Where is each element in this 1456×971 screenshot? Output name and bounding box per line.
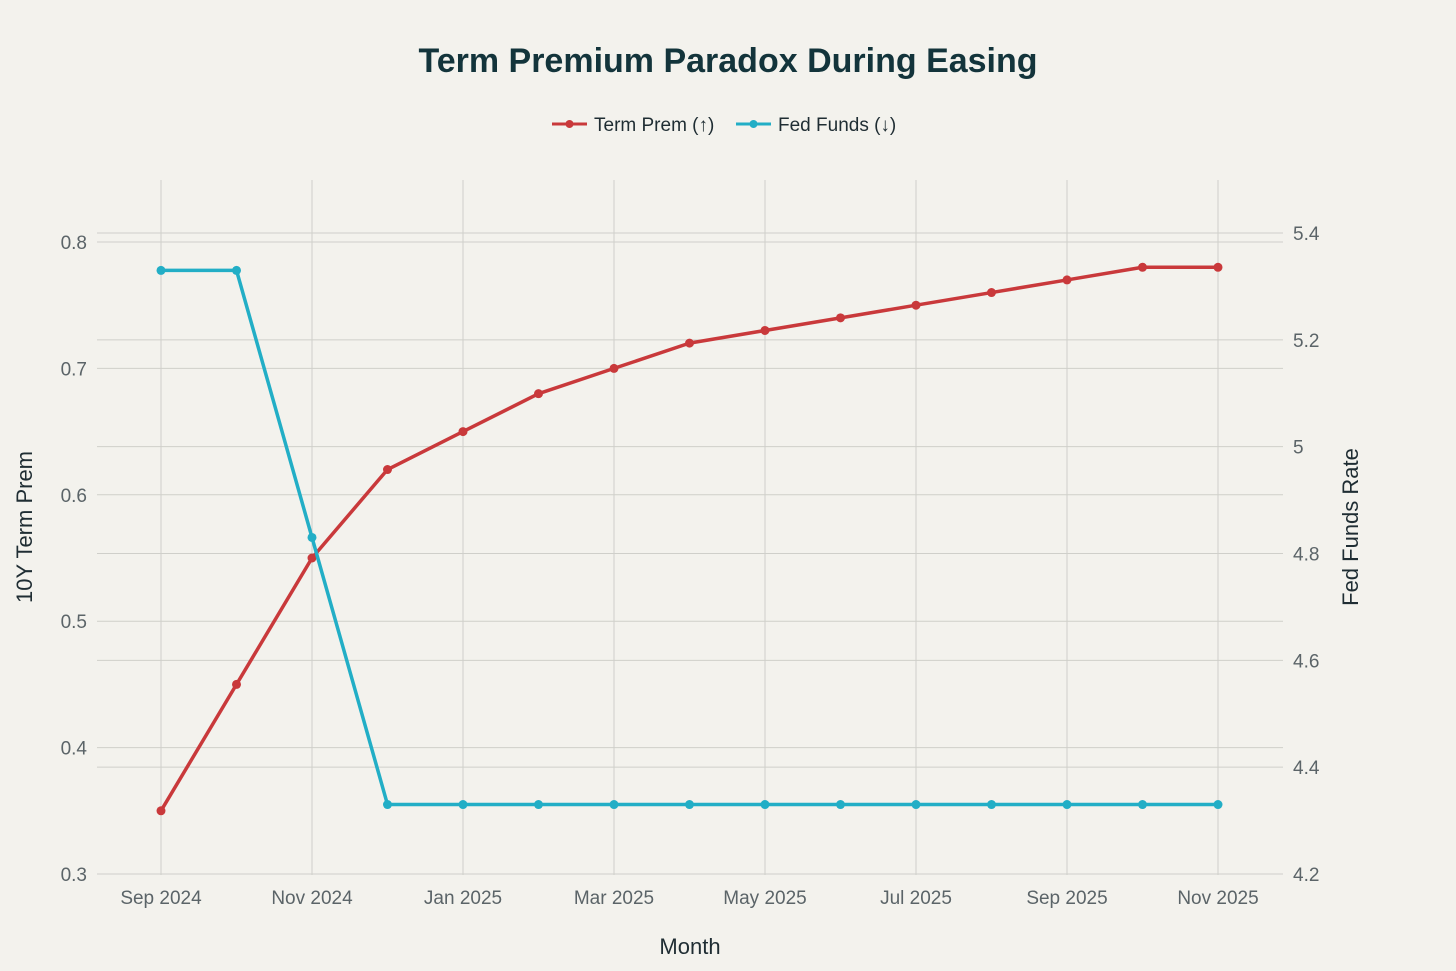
y2-tick-label: 5 — [1293, 438, 1304, 459]
data-point-fed-funds — [836, 800, 845, 810]
data-point-term-prem — [685, 338, 694, 348]
y-tick-label: 0.3 — [61, 865, 87, 886]
data-point-fed-funds — [458, 800, 468, 810]
x-axis-title: Month — [659, 934, 720, 959]
data-point-fed-funds — [1138, 800, 1147, 810]
y-axis-right-ticks: 4.2 4.4 4.6 4.8 5 5.2 5.4 — [1293, 224, 1320, 886]
x-tick-label: Nov 2024 — [271, 888, 353, 909]
y-tick-label: 0.8 — [61, 233, 87, 254]
data-point-fed-funds — [685, 800, 694, 810]
y2-tick-label: 4.8 — [1293, 545, 1319, 566]
plot-series — [156, 262, 1223, 816]
y2-tick-label: 5.4 — [1293, 224, 1320, 245]
data-point-term-prem — [534, 389, 543, 399]
x-tick-label: Jul 2025 — [880, 888, 952, 909]
data-point-term-prem — [232, 679, 241, 689]
x-tick-label: Sep 2024 — [120, 888, 202, 909]
y-tick-label: 0.4 — [61, 739, 88, 760]
data-point-term-prem — [987, 288, 996, 298]
x-tick-label: Sep 2025 — [1026, 888, 1107, 909]
data-point-fed-funds — [156, 265, 166, 275]
data-point-fed-funds — [1213, 800, 1223, 810]
data-point-fed-funds — [1062, 800, 1072, 810]
data-point-term-prem — [609, 363, 619, 373]
gridlines — [97, 180, 1283, 875]
legend-swatch-marker — [749, 120, 758, 128]
data-point-term-prem — [911, 300, 921, 310]
legend-swatch-marker — [565, 120, 574, 128]
legend: Term Prem (↑) Fed Funds (↓) — [552, 115, 896, 136]
data-point-term-prem — [1138, 262, 1147, 272]
y-tick-label: 0.5 — [61, 612, 87, 633]
data-point-fed-funds — [232, 265, 241, 275]
data-point-fed-funds — [307, 532, 317, 542]
data-point-term-prem — [156, 806, 166, 816]
x-tick-label: Jan 2025 — [424, 888, 502, 909]
data-point-term-prem — [307, 553, 317, 563]
y-axis-right-title: Fed Funds Rate — [1338, 448, 1363, 606]
data-point-term-prem — [1062, 275, 1072, 285]
data-point-fed-funds — [760, 800, 770, 810]
y-axis-left-ticks: 0.3 0.4 0.5 0.6 0.7 0.8 — [61, 233, 88, 886]
data-point-fed-funds — [534, 800, 543, 810]
data-point-term-prem — [760, 325, 770, 335]
data-point-term-prem — [458, 427, 468, 437]
chart-title: Term Premium Paradox During Easing — [418, 42, 1037, 80]
data-point-term-prem — [836, 313, 845, 323]
series-line-fed-funds — [161, 268, 1218, 807]
y-tick-label: 0.7 — [61, 359, 87, 380]
series-line-term-prem — [159, 265, 1218, 812]
y2-tick-label: 4.4 — [1293, 758, 1320, 779]
legend-item-fed-funds[interactable]: Fed Funds (↓) — [736, 115, 896, 136]
y2-tick-label: 4.2 — [1293, 865, 1319, 886]
legend-label-term-prem: Term Prem (↑) — [594, 115, 714, 136]
y2-tick-label: 4.6 — [1293, 651, 1319, 672]
data-point-fed-funds — [609, 800, 619, 810]
data-point-fed-funds — [987, 800, 996, 810]
legend-item-term-prem[interactable]: Term Prem (↑) — [552, 115, 714, 136]
x-tick-label: Nov 2025 — [1177, 888, 1258, 909]
data-point-term-prem — [1213, 262, 1223, 272]
x-tick-label: Mar 2025 — [574, 888, 654, 909]
legend-label-fed-funds: Fed Funds (↓) — [778, 115, 896, 136]
x-tick-label: May 2025 — [723, 888, 806, 909]
x-axis-ticks: Sep 2024 Nov 2024 Jan 2025 Mar 2025 May 2025… — [120, 888, 1258, 909]
y-tick-label: 0.6 — [61, 486, 87, 507]
data-point-fed-funds — [911, 800, 921, 810]
data-point-fed-funds — [383, 800, 392, 810]
y2-tick-label: 5.2 — [1293, 331, 1319, 352]
data-point-term-prem — [383, 465, 392, 475]
y-axis-left-title: 10Y Term Prem — [12, 451, 37, 603]
